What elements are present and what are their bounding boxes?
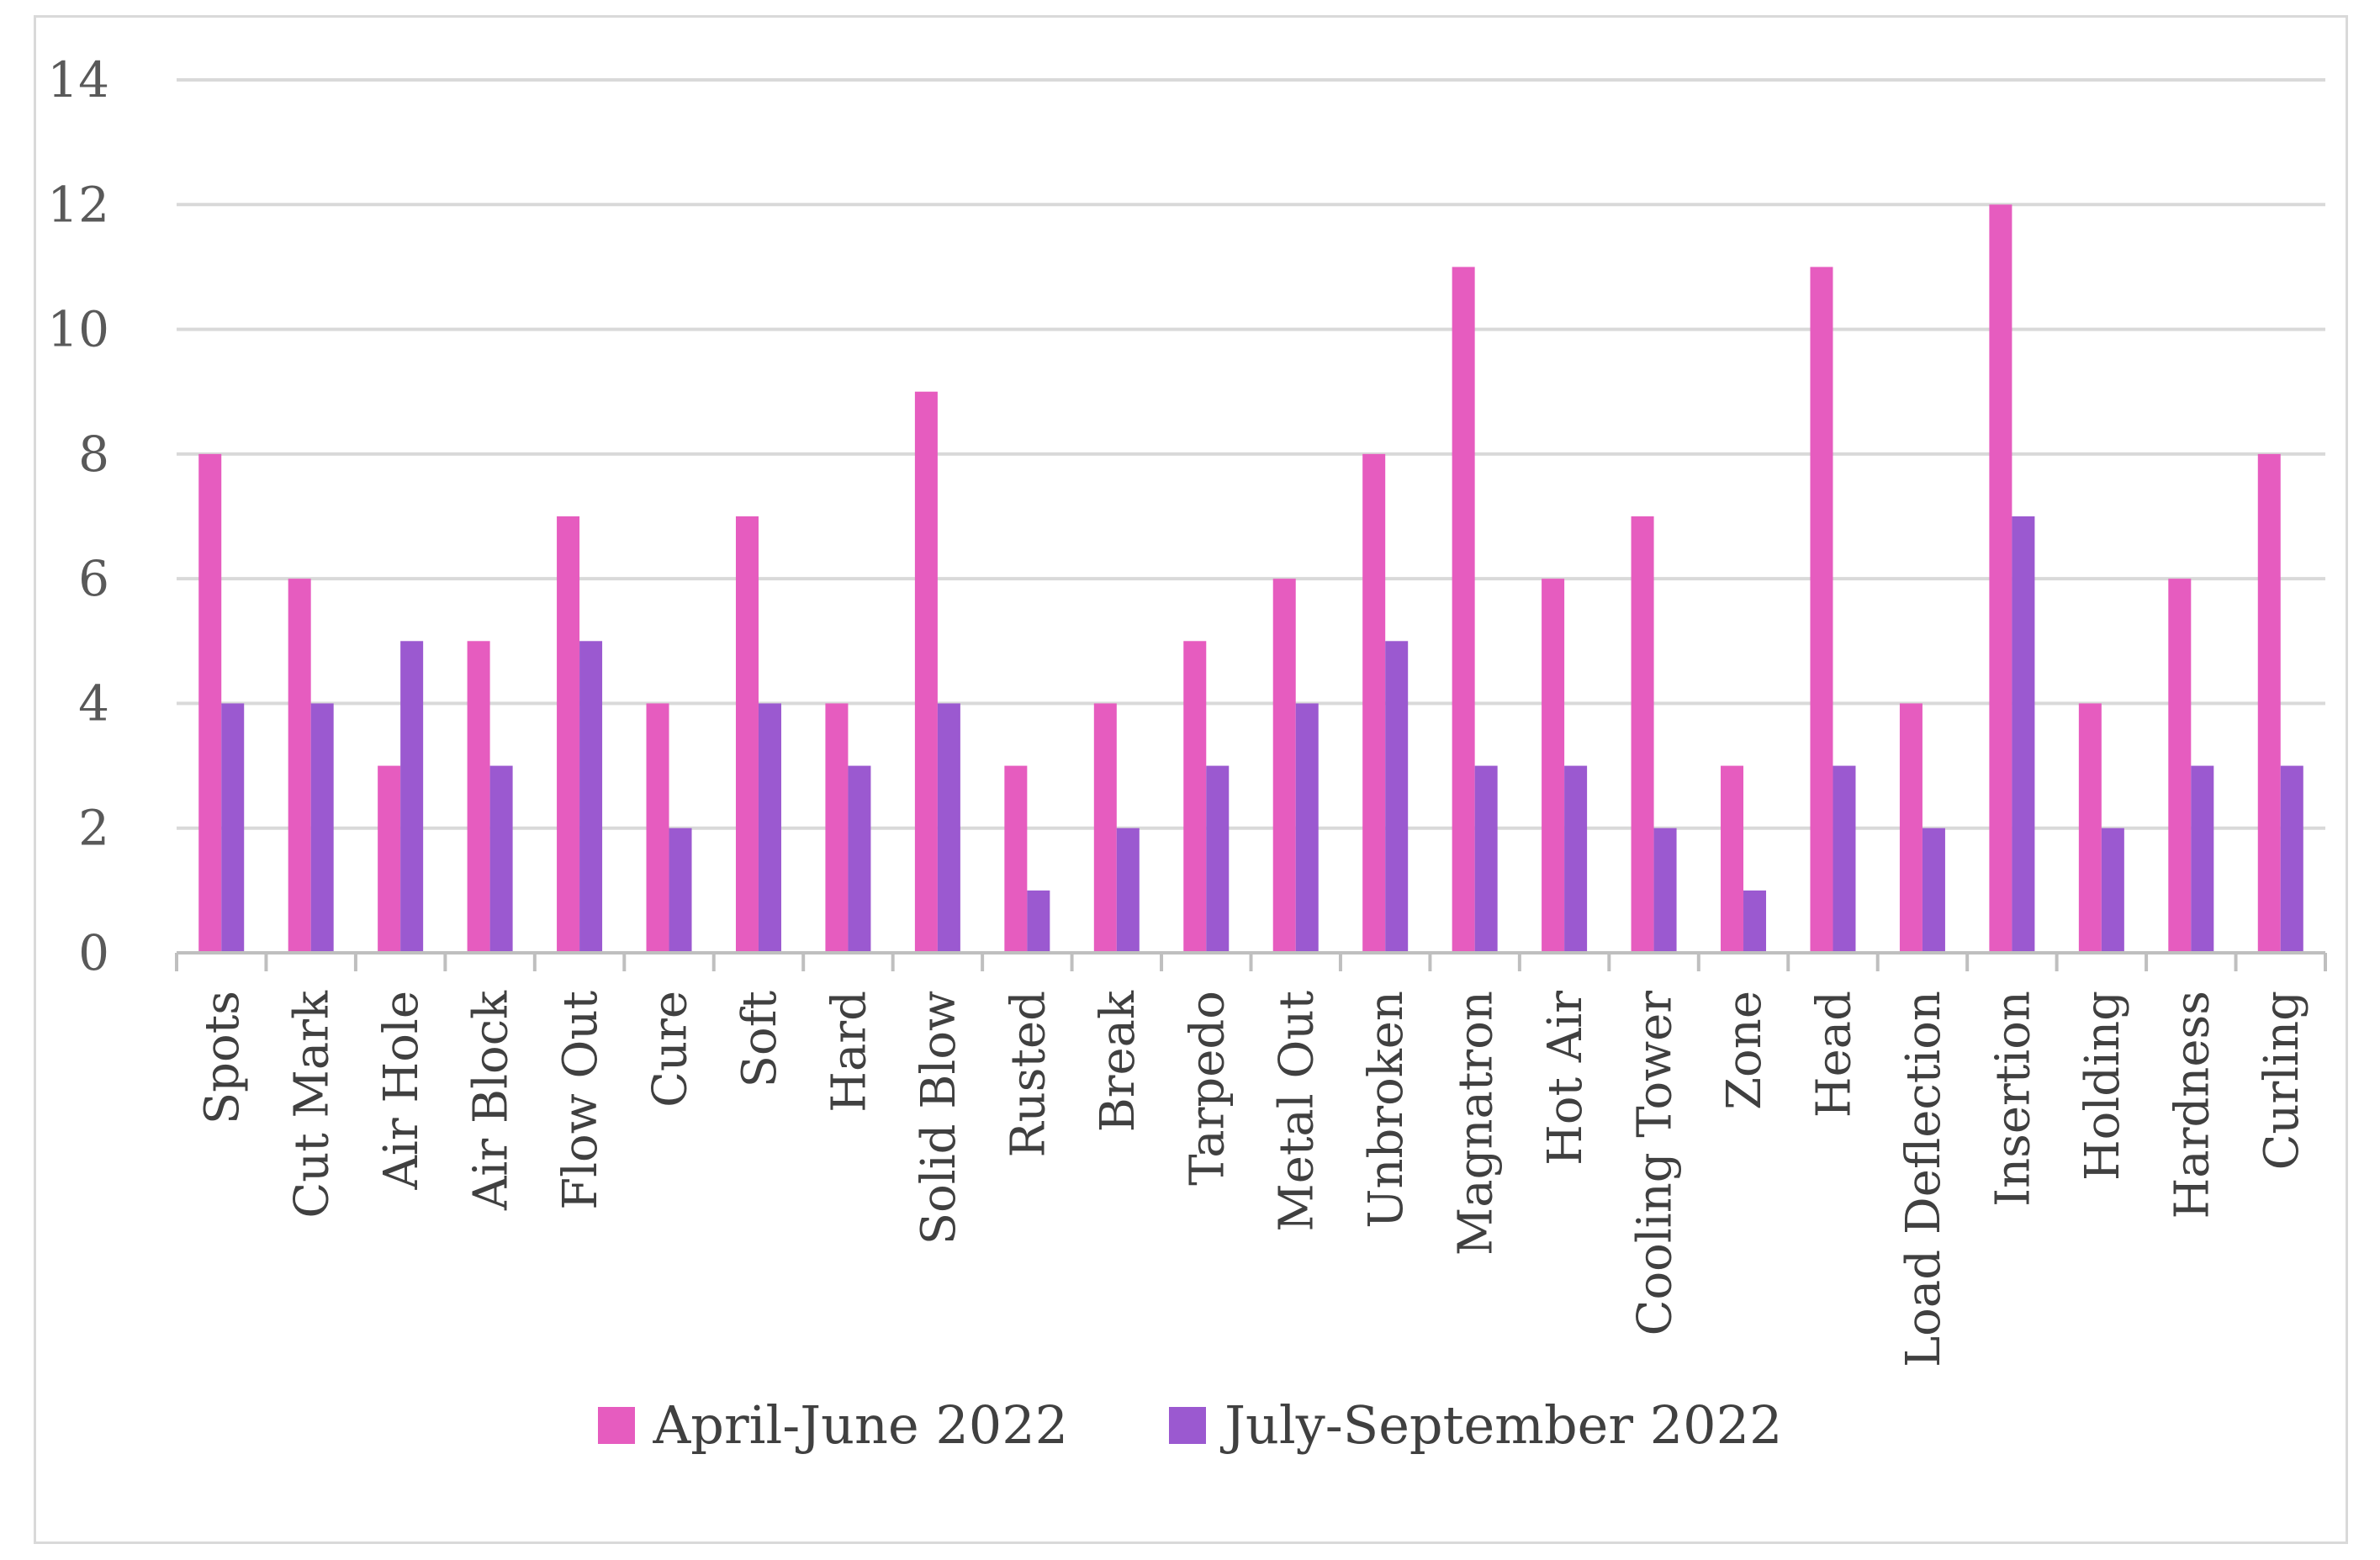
x-tick-label-soft: Soft [733,991,787,1088]
bar-series-2-air-hole [400,641,424,953]
x-tick-label-hardness: Hardness [2165,991,2219,1219]
bar-series-2-cooling-tower [1653,828,1677,953]
legend: April-June 2022 July-September 2022 [0,1394,2380,1456]
bar-series-1-hot-air [1542,579,1565,953]
bar-series-1-unbroken [1362,453,1386,953]
x-tick-label-load-deflection: Load Deflection [1896,991,1951,1367]
bar-series-2-hardness [2191,765,2214,953]
x-tick-label-spots: Spots [195,991,250,1124]
x-tick-label-air-block: Air Block [464,990,519,1211]
bar-series-2-hard [848,765,871,953]
bar-series-1-zone [1721,765,1744,953]
x-tick-label-insertion: Insertion [1986,991,2040,1207]
bar-series-1-cooling-tower [1631,516,1654,953]
legend-item-series-2[interactable]: July-September 2022 [1169,1394,1782,1456]
bar-series-2-load-deflection [1922,828,1945,953]
bar-series-2-cure [669,828,692,953]
x-tick-label-unbroken: Unbroken [1359,991,1414,1229]
bar-series-2-solid-blow [937,703,960,953]
bar-series-1-load-deflection [1899,703,1923,953]
bar-series-2-spots [221,703,245,953]
bar-series-1-soft [735,516,759,953]
x-tick-label-hard: Hard [822,991,876,1113]
bar-series-2-hot-air [1564,765,1588,953]
bar-series-1-curling [2257,453,2281,953]
x-tick-label-metal-out: Metal Out [1270,991,1325,1232]
bar-series-2-zone [1743,890,1767,953]
y-tick-label-12: 12 [47,176,109,233]
y-tick-label-4: 4 [78,674,109,732]
bar-series-1-cut-mark [288,579,311,953]
bar-series-2-break [1116,828,1140,953]
y-tick-label-2: 2 [78,800,109,857]
y-tick-label-10: 10 [47,301,109,358]
bar-series-2-curling [2280,765,2303,953]
x-tick-label-magnatron: Magnatron [1449,991,1504,1256]
x-tick-label-curling: Curling [2255,991,2309,1170]
y-tick-label-0: 0 [78,924,109,981]
x-tick-label-rusted: Rusted [1001,991,1055,1157]
x-tick-label-cure: Cure [643,991,698,1108]
bar-series-1-tarpedo [1183,641,1207,953]
bar-series-1-solid-blow [914,391,938,953]
x-tick-label-break: Break [1091,990,1145,1132]
y-tick-label-14: 14 [47,51,109,108]
x-tick-label-head: Head [1806,991,1861,1118]
legend-swatch-series-1 [597,1406,635,1444]
bar-series-1-break [1093,703,1117,953]
bar-series-1-magnatron [1452,267,1475,953]
bar-series-1-flow-out [557,516,580,953]
x-tick-label-solid-blow: Solid Blow [912,991,966,1245]
x-tick-label-zone: Zone [1717,991,1772,1110]
x-tick-label-holding: Holding [2076,991,2130,1181]
y-tick-label-8: 8 [78,426,109,483]
bar-series-1-air-hole [378,765,401,953]
bar-series-2-tarpedo [1206,765,1230,953]
legend-label-series-2: July-September 2022 [1224,1394,1783,1456]
bar-series-1-head [1810,267,1833,953]
x-tick-label-cooling-tower: Cooling Tower [1628,991,1683,1336]
legend-item-series-1[interactable]: April-June 2022 [597,1394,1069,1456]
y-tick-label-6: 6 [78,550,109,607]
bar-series-2-rusted [1027,890,1050,953]
bar-series-2-cut-mark [310,703,334,953]
bar-series-1-cure [646,703,669,953]
x-tick-label-flow-out: Flow Out [553,991,608,1210]
bar-series-1-hardness [2168,579,2192,953]
x-tick-label-cut-mark: Cut Mark [285,990,340,1219]
x-tick-label-air-hole: Air Hole [374,991,429,1191]
bar-series-1-rusted [1004,765,1028,953]
bar-series-2-head [1833,765,1856,953]
legend-label-series-1: April-June 2022 [653,1394,1069,1456]
x-tick-label-tarpedo: Tarpedo [1180,991,1235,1186]
bar-series-2-metal-out [1295,703,1319,953]
bar-series-2-soft [758,703,781,953]
bar-series-1-spots [198,453,222,953]
bar-series-1-insertion [1989,204,2012,954]
bar-series-2-holding [2101,828,2124,953]
bar-series-1-holding [2078,703,2102,953]
bar-series-2-flow-out [579,641,603,953]
bar-series-1-hard [825,703,849,953]
legend-swatch-series-2 [1169,1406,1207,1444]
bar-series-2-magnatron [1474,765,1498,953]
bar-series-1-air-block [467,641,490,953]
x-tick-label-hot-air: Hot Air [1538,991,1593,1166]
bar-series-2-unbroken [1385,641,1409,953]
bar-series-2-air-block [489,765,513,953]
bar-series-2-insertion [2012,516,2035,953]
bar-series-1-metal-out [1272,579,1296,953]
